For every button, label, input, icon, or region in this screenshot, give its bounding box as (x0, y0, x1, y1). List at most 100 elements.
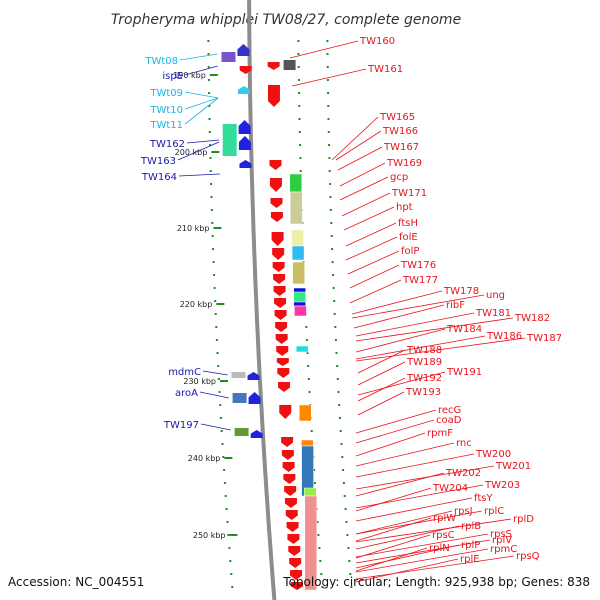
forward-gene (278, 382, 291, 392)
gene-label-TW165: TW165 (379, 112, 415, 123)
ring-dot (209, 157, 212, 159)
forward-label-line (355, 409, 437, 434)
forward-label-line (355, 555, 515, 580)
accession-label: Accession: NC_004551 (8, 575, 144, 589)
gene-label-TW169: TW169 (386, 158, 422, 169)
reverse-gene-box (234, 428, 249, 436)
reverse-gene (248, 392, 261, 404)
ring-dot (327, 131, 330, 133)
forward-gene (281, 450, 294, 460)
reverse-gene-box (231, 372, 246, 378)
reverse-gene (247, 372, 260, 380)
forward-gene (290, 582, 303, 590)
forward-gene (274, 310, 287, 320)
ring-dot (214, 300, 217, 302)
ring-dot (229, 560, 232, 562)
ring-dot (349, 573, 352, 575)
ring-dot (207, 79, 210, 81)
ring-dot (209, 144, 212, 146)
ring-dot (327, 92, 330, 94)
gene-label-TW166: TW166 (382, 126, 418, 137)
reverse-label-line (184, 91, 219, 99)
forward-label-line (345, 222, 397, 247)
ring-dot (226, 521, 229, 523)
gene-label-TW167: TW167 (383, 142, 419, 153)
forward-label-line (355, 419, 435, 444)
scale-tick-label: 190 kbp (173, 71, 206, 80)
map-title: Tropheryma whipplei TW08/27, complete ge… (111, 12, 461, 28)
ring-dot (208, 105, 211, 107)
ring-dot (326, 66, 329, 68)
forward-gene (285, 510, 298, 520)
forward-label-line (355, 510, 483, 535)
ring-dot (231, 586, 234, 588)
gene-label-rnc: rnc (456, 438, 472, 449)
ring-dot (338, 417, 341, 419)
ring-dot (297, 40, 300, 42)
forward-label-line (355, 510, 453, 535)
forward-label-line (355, 497, 473, 522)
forward-label-line (357, 361, 406, 386)
gene-label-rplW: rplW (433, 513, 456, 524)
forward-gene (270, 212, 283, 222)
ring-dot (332, 287, 335, 289)
ring-dot (305, 326, 308, 328)
forward-label-line (355, 548, 489, 573)
gene-features (221, 44, 318, 591)
ring-dot (332, 274, 335, 276)
gene-label-aroA: aroA (175, 388, 198, 399)
reverse-gene (239, 160, 252, 168)
reverse-gene (250, 430, 263, 438)
ring-dot (329, 196, 332, 198)
gene-label-TWt10: TWt10 (149, 105, 183, 116)
ring-dot (326, 40, 329, 42)
forward-gene-box (299, 404, 312, 422)
gene-label-TW160: TW160 (359, 36, 395, 47)
ring-dot (316, 521, 319, 523)
ring-dot (338, 404, 341, 406)
forward-gene (269, 160, 282, 170)
ring-dot (219, 404, 222, 406)
forward-label-line (355, 547, 428, 572)
ring-dot (329, 183, 332, 185)
reverse-label-line (202, 370, 228, 376)
forward-gene-box (293, 291, 307, 303)
forward-gene-box (304, 487, 317, 497)
ring-dot (328, 170, 331, 172)
ring-dot (230, 573, 233, 575)
forward-label-line (355, 487, 432, 512)
ring-dot (334, 326, 337, 328)
forward-label-line (357, 371, 446, 396)
reverse-label-line (200, 423, 231, 431)
ring-dot (227, 534, 230, 536)
forward-gene (284, 498, 297, 508)
forward-gene (276, 358, 289, 366)
gene-label-rpsC: rpsC (432, 530, 455, 541)
reverse-label-line (184, 97, 219, 110)
gene-label-TW163: TW163 (140, 156, 176, 167)
forward-label-line (351, 290, 443, 315)
gene-label-hpt: hpt (396, 202, 413, 213)
ring-dot (297, 66, 300, 68)
reverse-label-line (184, 97, 219, 125)
forward-gene (290, 570, 303, 580)
ring-dot (333, 300, 336, 302)
forward-gene (289, 558, 302, 568)
forward-label-line (355, 432, 426, 457)
genome-backbone (247, 0, 277, 600)
forward-label-line (355, 335, 486, 360)
forward-gene (275, 334, 288, 344)
ring-dot (207, 40, 210, 42)
ring-dot (333, 313, 336, 315)
forward-label-line (353, 304, 445, 329)
gene-label-TW164: TW164 (141, 172, 177, 183)
ring-dot (342, 469, 345, 471)
gene-label-TW162: TW162 (149, 139, 185, 150)
ring-dot (299, 144, 302, 146)
ring-dot (337, 391, 340, 393)
forward-label-line (355, 533, 489, 558)
gene-label-TW171: TW171 (391, 188, 427, 199)
ring-dot (347, 547, 350, 549)
reverse-label-line (178, 173, 220, 177)
